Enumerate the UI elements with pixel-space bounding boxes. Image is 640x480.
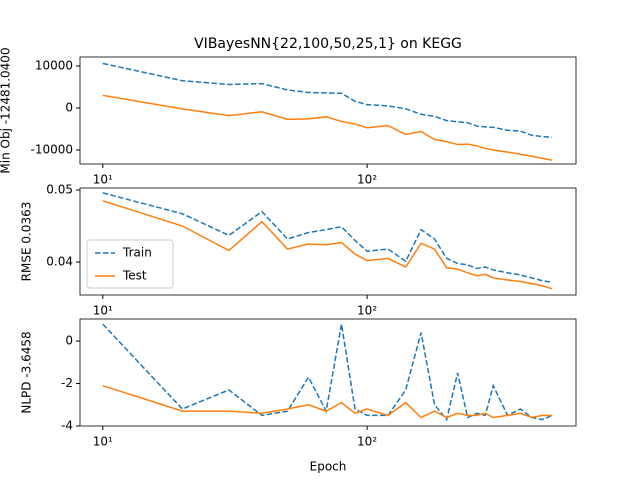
y-tick-label: -10000 xyxy=(30,143,73,157)
series-line xyxy=(102,323,553,422)
y-tick-label: 0 xyxy=(65,101,73,115)
series-line xyxy=(102,62,552,139)
y-tick-label: 0.04 xyxy=(46,255,73,269)
y-axis-label: NLPD -3.6458 xyxy=(20,331,34,413)
y-tick-label: -2 xyxy=(61,376,73,390)
y-tick-label: -4 xyxy=(61,419,73,433)
y-axis-label: RMSE 0.0363 xyxy=(20,202,34,282)
y-axis-label: Min Obj -12481.0400 xyxy=(0,47,13,173)
x-axis-label: Epoch xyxy=(310,460,347,474)
axes-frame xyxy=(79,318,577,427)
legend-label: Test xyxy=(122,269,147,283)
axes-frame xyxy=(79,187,577,296)
x-tick-label: 10¹ xyxy=(93,435,113,449)
x-tick-label: 10¹ xyxy=(93,304,113,318)
x-tick-label: 10¹ xyxy=(93,173,113,187)
y-tick-label: 10000 xyxy=(35,59,73,73)
series-line xyxy=(102,384,552,419)
legend-label: Train xyxy=(122,246,152,260)
y-tick-label: 0.05 xyxy=(46,183,73,197)
x-tick-label: 10² xyxy=(357,304,377,318)
series-line xyxy=(102,94,552,161)
chart-title: VIBayesNN{22,100,50,25,1} on KEGG xyxy=(194,36,462,52)
y-tick-label: 0 xyxy=(65,334,73,348)
axes-frame xyxy=(79,56,577,165)
series-line xyxy=(102,192,552,283)
series-line xyxy=(102,200,553,290)
x-tick-label: 10² xyxy=(357,173,377,187)
x-tick-label: 10² xyxy=(357,435,377,449)
